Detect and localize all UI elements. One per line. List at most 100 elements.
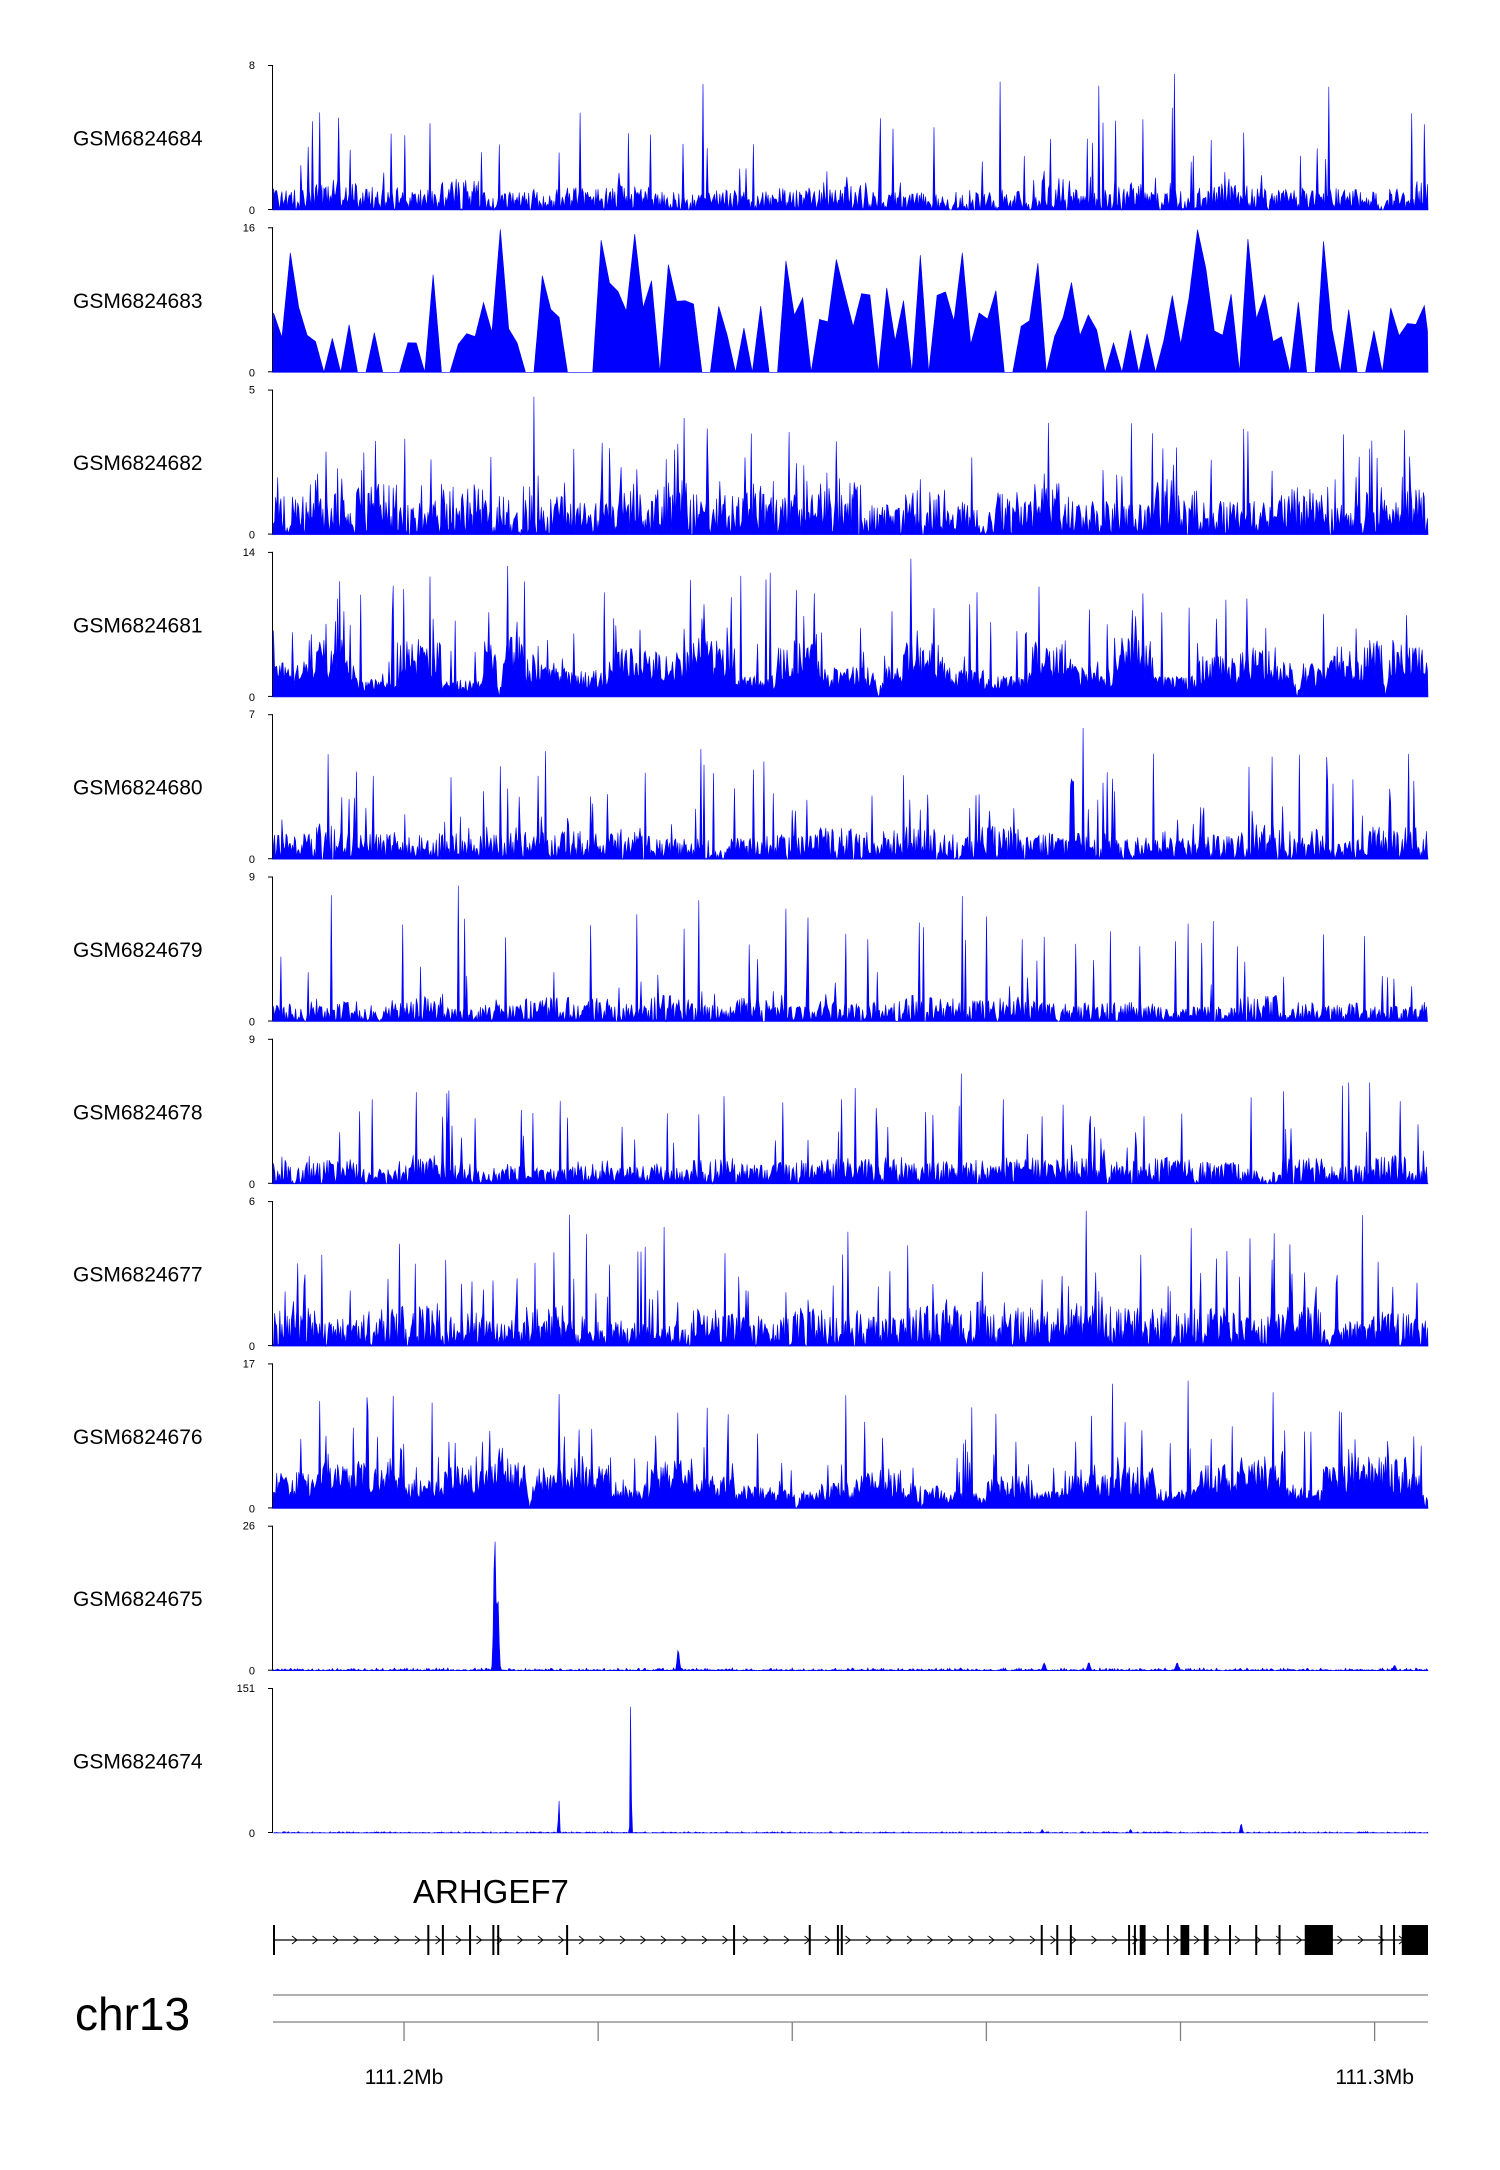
y-tick-label-min: 0 xyxy=(249,205,255,217)
exon-block xyxy=(836,1925,839,1955)
strand-arrow xyxy=(1296,1935,1303,1945)
chromosome-label: chr13 xyxy=(75,1988,190,2040)
signal-area-gsm6824679 xyxy=(272,885,1429,1023)
exon-block xyxy=(1203,1925,1209,1955)
track-gsm6824675: GSM6824675 26 0 xyxy=(73,1521,1429,1678)
y-tick-label-max: 16 xyxy=(243,222,255,234)
y-tick-label-min: 0 xyxy=(249,1503,255,1515)
y-tick-label-max: 8 xyxy=(249,60,255,72)
track-label: GSM6824676 xyxy=(73,1426,203,1449)
strand-arrow xyxy=(394,1935,401,1945)
exon-block xyxy=(427,1925,430,1955)
strand-arrow xyxy=(988,1935,995,1945)
y-tick-label-max: 5 xyxy=(249,385,255,397)
signal-area-gsm6824674 xyxy=(273,1706,1429,1834)
chromosome-axis: chr13 111.2Mb 111.3Mb xyxy=(75,1988,1428,2089)
exon-block xyxy=(1180,1925,1190,1955)
signal-area-gsm6824675 xyxy=(272,1541,1429,1672)
strand-arrow xyxy=(1214,1935,1221,1945)
strand-arrow xyxy=(968,1935,975,1945)
track-label: GSM6824675 xyxy=(73,1588,203,1611)
y-tick-label-min: 0 xyxy=(249,1666,255,1678)
exon-block xyxy=(1040,1925,1043,1955)
y-tick-label-max: 9 xyxy=(249,872,255,884)
strand-arrow xyxy=(1152,1935,1159,1945)
exon-block xyxy=(1401,1925,1428,1955)
exon-block xyxy=(441,1925,444,1955)
track-gsm6824678: GSM6824678 9 0 xyxy=(73,1034,1429,1191)
strand-arrow xyxy=(1275,1935,1282,1945)
strand-arrow xyxy=(1234,1935,1241,1945)
exon-block xyxy=(1278,1925,1281,1955)
signal-area-gsm6824683 xyxy=(272,229,1429,374)
gene-name-label: ARHGEF7 xyxy=(413,1873,569,1910)
strand-arrow xyxy=(660,1935,667,1945)
track-gsm6824674: GSM6824674 151 0 xyxy=(73,1683,1429,1840)
strand-arrow xyxy=(455,1935,462,1945)
y-tick-label-max: 151 xyxy=(237,1683,255,1695)
exon-block xyxy=(808,1925,811,1955)
strand-arrow xyxy=(435,1935,442,1945)
signal-area-gsm6824684 xyxy=(272,73,1429,212)
strand-arrow xyxy=(906,1935,913,1945)
strand-arrow xyxy=(558,1935,565,1945)
strand-arrow xyxy=(537,1935,544,1945)
exon-block xyxy=(1133,1925,1136,1955)
exon-block xyxy=(1056,1925,1059,1955)
track-label: GSM6824674 xyxy=(73,1751,203,1774)
y-tick-label-min: 0 xyxy=(249,692,255,704)
strand-arrow xyxy=(783,1935,790,1945)
y-tick-label-max: 7 xyxy=(249,709,255,721)
track-label: GSM6824678 xyxy=(73,1101,203,1124)
strand-arrow xyxy=(722,1935,729,1945)
strand-arrow xyxy=(640,1935,647,1945)
track-gsm6824679: GSM6824679 9 0 xyxy=(73,872,1429,1029)
exon-block xyxy=(566,1925,569,1955)
exon-block xyxy=(1380,1925,1383,1955)
x-tick-label: 111.3Mb xyxy=(1335,2066,1414,2089)
strand-arrow xyxy=(312,1935,319,1945)
track-label: GSM6824681 xyxy=(73,614,203,637)
strand-arrow xyxy=(701,1935,708,1945)
strand-arrow xyxy=(681,1935,688,1945)
y-tick-label-max: 14 xyxy=(243,547,255,559)
strand-arrow xyxy=(865,1935,872,1945)
track-label: GSM6824683 xyxy=(73,290,203,313)
exon-block xyxy=(1229,1925,1232,1955)
x-tick-label: 111.2Mb xyxy=(365,2066,444,2089)
gene-track: ARHGEF7 xyxy=(273,1873,1428,1955)
strand-arrow xyxy=(1357,1935,1364,1945)
y-tick-label-min: 0 xyxy=(249,1017,255,1029)
exon-block xyxy=(1393,1925,1396,1955)
signal-area-gsm6824680 xyxy=(272,727,1429,861)
exon-block xyxy=(840,1925,843,1955)
y-tick-label-min: 0 xyxy=(249,1179,255,1191)
strand-arrow xyxy=(1029,1935,1036,1945)
exon-block xyxy=(1304,1925,1333,1955)
track-label: GSM6824679 xyxy=(73,939,203,962)
strand-arrow xyxy=(927,1935,934,1945)
strand-arrow xyxy=(332,1935,339,1945)
y-tick-label-min: 0 xyxy=(249,367,255,379)
strand-arrow xyxy=(763,1935,770,1945)
strand-arrow xyxy=(947,1935,954,1945)
exon-block xyxy=(273,1925,275,1955)
y-tick-label-min: 0 xyxy=(249,854,255,866)
track-gsm6824684: GSM6824684 8 0 xyxy=(73,60,1429,217)
exon-block xyxy=(1139,1925,1146,1955)
strand-arrow xyxy=(373,1935,380,1945)
exon-block xyxy=(1128,1925,1131,1955)
signal-area-gsm6824676 xyxy=(272,1380,1429,1509)
strand-arrow xyxy=(414,1935,421,1945)
track-label: GSM6824682 xyxy=(73,452,203,475)
strand-arrow xyxy=(619,1935,626,1945)
strand-arrow xyxy=(886,1935,893,1945)
y-tick-label-min: 0 xyxy=(249,530,255,542)
signal-area-gsm6824682 xyxy=(272,396,1429,536)
strand-arrow xyxy=(1009,1935,1016,1945)
track-gsm6824682: GSM6824682 5 0 xyxy=(73,385,1429,542)
strand-arrow xyxy=(578,1935,585,1945)
exon-block xyxy=(469,1925,472,1955)
strand-arrow xyxy=(599,1935,606,1945)
